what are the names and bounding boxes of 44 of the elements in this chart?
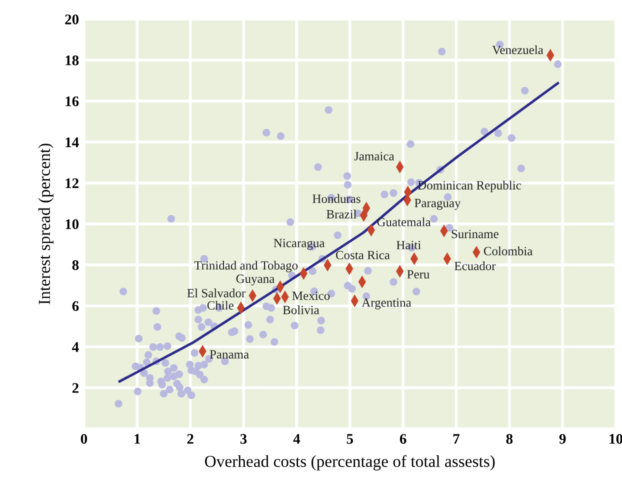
x-tick-label: 0 [80, 434, 88, 444]
annotation: Bolivia [282, 305, 320, 314]
annotation: Venezuela [492, 45, 544, 54]
annotation: Colombia [484, 246, 533, 256]
y-tick-label: 12 [66, 178, 78, 188]
annotation: Trinidad and Tobago [194, 260, 298, 272]
annotation: Jamaica [354, 152, 394, 160]
y-tick-label: 6 [72, 301, 79, 312]
annotation: Guyana [236, 274, 274, 286]
x-tick-label: 8 [506, 434, 513, 444]
x-axis-title: Overhead costs (percentage of total assests) [205, 455, 495, 470]
y-tick-label: 14 [66, 137, 79, 148]
y-tick-label: 4 [72, 342, 79, 352]
y-tick-label: 2 [72, 383, 78, 393]
annotation: Nicaragua [274, 238, 325, 250]
y-axis-title: Interest spread (percent) [38, 144, 54, 304]
x-tick-label: 1 [134, 434, 140, 444]
y-tick-label: 16 [66, 96, 79, 106]
x-tick-label: 4 [293, 434, 300, 444]
x-tick-label: 7 [453, 434, 460, 444]
annotation: Panama [210, 350, 249, 359]
annotation: Haiti [396, 240, 421, 250]
annotation: Paraguay [414, 198, 461, 210]
annotation: Suriname [452, 230, 498, 238]
annotation: Mexico [292, 292, 330, 300]
y-tick-label: 20 [65, 14, 79, 24]
annotation: Peru [407, 270, 430, 279]
x-tick-label: 2 [187, 434, 194, 444]
x-tick-label: 5 [346, 434, 353, 444]
annotation: Honduras [312, 194, 360, 203]
annotation: Chile [207, 300, 234, 310]
annotation: Guatemala [377, 217, 431, 226]
y-tick-label: 10 [66, 219, 79, 230]
annotation: El Salvador [187, 288, 246, 298]
annotation: Costa Rica [336, 250, 390, 260]
y-tick-label: 18 [66, 55, 79, 66]
annotation: Argentina [362, 298, 412, 310]
y-tick-label: 8 [72, 260, 79, 270]
x-tick-label: 6 [400, 434, 406, 444]
x-tick-label: 3 [240, 434, 247, 444]
x-tick-label: 9 [559, 434, 566, 444]
annotation: Brazil [326, 210, 357, 218]
annotation: Ecuador [454, 261, 496, 270]
line-series [118, 82, 560, 383]
